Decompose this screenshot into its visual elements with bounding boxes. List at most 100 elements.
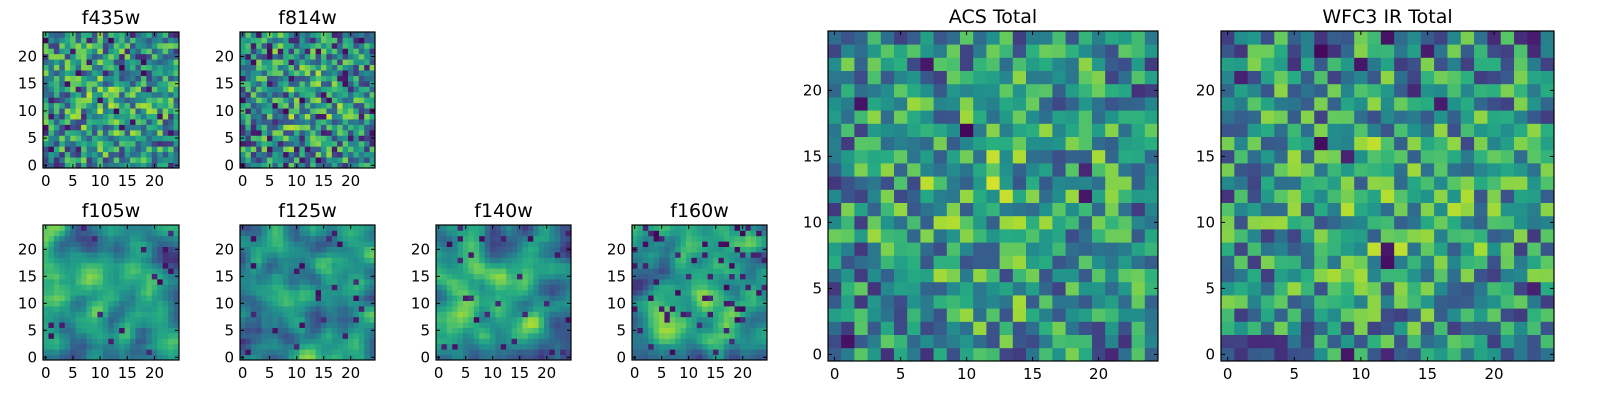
- heatmap-cell: [64, 75, 71, 82]
- heatmap-cell: [283, 146, 289, 153]
- heatmap-cell: [463, 235, 469, 242]
- heatmap-cell: [495, 354, 502, 361]
- heatmap-cell: [261, 235, 268, 242]
- heatmap-cell: [124, 289, 131, 296]
- heatmap-cell: [304, 311, 311, 318]
- heatmap-cell: [283, 97, 289, 104]
- heatmap-cell: [48, 32, 55, 38]
- heatmap-cell: [283, 295, 289, 301]
- heatmap-cell: [256, 252, 262, 258]
- heatmap-cell: [1540, 281, 1555, 296]
- heatmap-cell: [256, 306, 262, 312]
- heatmap-cell: [267, 306, 273, 312]
- heatmap-cell: [986, 110, 1000, 124]
- heatmap-cell: [288, 37, 295, 44]
- heatmap-cell: [973, 347, 987, 362]
- heatmap-cell: [511, 300, 518, 307]
- heatmap-cell: [718, 235, 725, 242]
- heatmap-cell: [713, 349, 719, 355]
- heatmap-cell: [1367, 189, 1382, 203]
- heatmap-cell: [680, 268, 687, 274]
- heatmap-cell: [48, 230, 55, 237]
- heatmap-cell: [70, 119, 77, 125]
- heatmap-cell: [1407, 347, 1422, 362]
- heatmap-cell: [304, 32, 311, 38]
- heatmap-cell: [326, 97, 333, 104]
- heatmap-cell: [828, 110, 842, 124]
- x-tick-label: 20: [341, 364, 360, 382]
- heatmap-cell: [544, 230, 550, 237]
- heatmap-cell: [162, 284, 169, 291]
- heatmap-cell: [468, 311, 475, 318]
- heatmap-cell: [648, 235, 654, 242]
- heatmap-cell: [946, 149, 961, 164]
- heatmap-cell: [294, 273, 300, 280]
- heatmap-cell: [245, 86, 252, 93]
- heatmap-cell: [648, 246, 654, 253]
- heatmap-cell: [48, 97, 55, 104]
- heatmap-cell: [632, 252, 638, 258]
- heatmap-cell: [907, 295, 921, 309]
- heatmap-cell: [527, 273, 534, 280]
- heatmap-cell: [973, 70, 987, 85]
- heatmap-cell: [119, 241, 125, 247]
- heatmap-cell: [457, 343, 464, 350]
- heatmap-cell: [675, 295, 681, 301]
- heatmap-cell: [549, 349, 556, 355]
- heatmap-cell: [761, 257, 768, 264]
- heatmap-cell: [272, 157, 279, 163]
- heatmap-cell: [91, 70, 98, 76]
- heatmap-cell: [1500, 163, 1515, 177]
- heatmap-cell: [261, 146, 268, 153]
- heatmap-cell: [299, 146, 306, 153]
- heatmap-cell: [544, 322, 550, 328]
- heatmap-cell: [75, 279, 82, 285]
- heatmap-cell: [64, 59, 71, 66]
- heatmap-cell: [331, 300, 338, 307]
- heatmap-cell: [1026, 308, 1040, 322]
- heatmap-cell: [560, 349, 566, 355]
- heatmap-cell: [691, 316, 698, 323]
- heatmap-cell: [326, 157, 333, 163]
- heatmap-cell: [880, 202, 895, 217]
- heatmap-cell: [43, 289, 49, 296]
- heatmap-cell: [1247, 295, 1262, 309]
- heatmap-cell: [140, 246, 147, 253]
- heatmap-cell: [59, 257, 66, 264]
- heatmap-cell: [999, 334, 1014, 349]
- heatmap-cell: [304, 354, 311, 361]
- heatmap-cell: [240, 42, 246, 49]
- heatmap-cell: [1514, 176, 1528, 190]
- heatmap-cell: [1052, 255, 1066, 269]
- heatmap-cell: [304, 37, 311, 44]
- heatmap-cell: [637, 279, 644, 285]
- heatmap-cell: [1314, 189, 1328, 203]
- heatmap-cell: [288, 306, 295, 312]
- heatmap-cell: [761, 252, 768, 258]
- heatmap-cell: [91, 157, 98, 163]
- heatmap-cell: [522, 327, 529, 334]
- heatmap-cell: [522, 252, 529, 258]
- heatmap-cell: [283, 273, 289, 280]
- heatmap-cell: [484, 230, 491, 237]
- heatmap-cell: [240, 102, 246, 109]
- heatmap-cell: [113, 289, 120, 296]
- heatmap-cell: [108, 80, 115, 87]
- heatmap-cell: [240, 70, 246, 76]
- heatmap-cell: [1407, 242, 1422, 256]
- heatmap-cell: [91, 91, 98, 98]
- heatmap-cell: [43, 42, 49, 49]
- heatmap-cell: [907, 268, 921, 283]
- heatmap-cell: [841, 110, 855, 124]
- heatmap-cell: [675, 225, 681, 231]
- heatmap-cell: [70, 300, 77, 307]
- heatmap-cell: [261, 86, 268, 93]
- heatmap-cell: [686, 241, 692, 247]
- heatmap-cell: [511, 343, 518, 350]
- heatmap-cell: [288, 289, 295, 296]
- heatmap-cell: [102, 108, 109, 114]
- heatmap-cell: [538, 306, 545, 312]
- heatmap-cell: [920, 110, 934, 124]
- heatmap-cell: [168, 246, 174, 253]
